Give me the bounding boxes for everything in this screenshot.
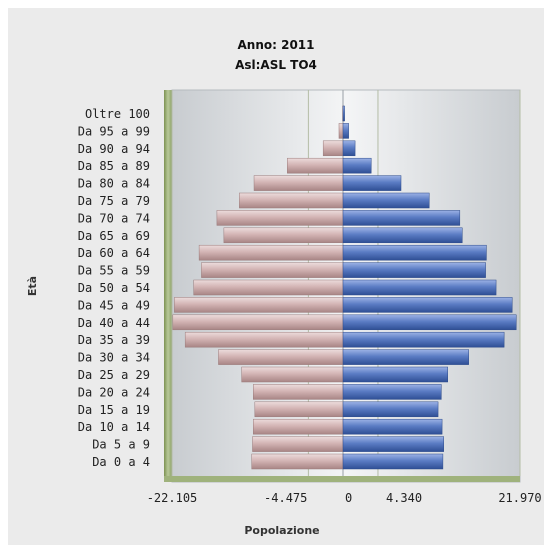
y-tick-label: Da 10 a 14 (78, 420, 150, 434)
bar-right (342, 453, 444, 470)
bar-right (342, 331, 505, 348)
bar-right (342, 157, 372, 174)
y-tick-label: Da 25 a 29 (78, 368, 150, 382)
bar-left (193, 279, 344, 296)
y-tick-label: Da 65 a 69 (78, 229, 150, 243)
y-tick-label: Da 35 a 39 (78, 333, 150, 347)
bar-right (342, 401, 439, 418)
bar-right (342, 262, 486, 278)
bar-left (253, 384, 344, 400)
bar-left (338, 123, 344, 139)
y-axis-title: Età (26, 276, 39, 296)
axis-floor (164, 476, 520, 482)
bar-right (342, 244, 487, 261)
bar-right (342, 192, 430, 209)
bar-right (342, 366, 448, 383)
bar-right (342, 210, 461, 226)
y-tick-label: Da 20 a 24 (78, 385, 150, 399)
bar-right (342, 384, 442, 400)
y-tick-label: Da 45 a 49 (78, 298, 150, 312)
bar-left (287, 157, 344, 174)
bar-right (342, 418, 443, 435)
bar-left (253, 418, 344, 435)
x-tick-label: -4.475 (264, 491, 307, 505)
axis-wall (164, 90, 172, 482)
bar-right (342, 105, 345, 122)
bar-left (322, 140, 344, 157)
y-tick-label: Da 85 a 89 (78, 159, 150, 173)
chart-title: Anno: 2011 (237, 38, 315, 52)
x-tick-label: 4.340 (386, 491, 422, 505)
bar-left (252, 436, 344, 452)
chart-subtitle: Asl:ASL TO4 (235, 58, 317, 72)
bar-left (254, 401, 344, 418)
bar-right (342, 349, 469, 365)
y-tick-label: Da 55 a 59 (78, 264, 150, 278)
bar-left (241, 366, 344, 383)
bar-right (342, 314, 517, 331)
x-tick-label: 21.970 (498, 491, 541, 505)
bar-left (201, 262, 344, 278)
bar-right (342, 279, 497, 296)
bar-right (342, 227, 463, 244)
bar-right (342, 175, 402, 191)
bar-right (342, 436, 444, 452)
bar-left (218, 349, 344, 365)
bar-left (174, 297, 344, 313)
y-tick-label: Da 75 a 79 (78, 194, 150, 208)
y-tick-label: Da 15 a 19 (78, 403, 150, 417)
y-tick-label: Da 50 a 54 (78, 281, 150, 295)
bar-right (342, 297, 513, 313)
x-axis-title: Popolazione (244, 524, 319, 537)
bar-right (342, 140, 356, 157)
bar-left (198, 244, 344, 261)
y-tick-label: Da 30 a 34 (78, 351, 150, 365)
y-tick-label: Da 80 a 84 (78, 177, 150, 191)
bar-left (216, 210, 344, 226)
bar-left (184, 331, 344, 348)
y-tick-label: Da 90 a 94 (78, 142, 150, 156)
bar-left (172, 314, 344, 331)
y-tick-label: Da 0 a 4 (92, 455, 150, 469)
x-tick-label: 0 (345, 491, 352, 505)
bar-left (239, 192, 344, 209)
x-tick-label: -22.105 (147, 491, 198, 505)
y-tick-label: Da 40 a 44 (78, 316, 150, 330)
bar-left (223, 227, 344, 244)
y-tick-label: Da 95 a 99 (78, 124, 150, 138)
bar-right (342, 123, 349, 139)
y-tick-label: Da 70 a 74 (78, 211, 150, 225)
y-tick-label: Da 60 a 64 (78, 246, 150, 260)
bar-left (251, 453, 344, 470)
y-tick-label: Da 5 a 9 (92, 438, 150, 452)
y-tick-label: Oltre 100 (85, 107, 150, 121)
bar-left (253, 175, 344, 191)
